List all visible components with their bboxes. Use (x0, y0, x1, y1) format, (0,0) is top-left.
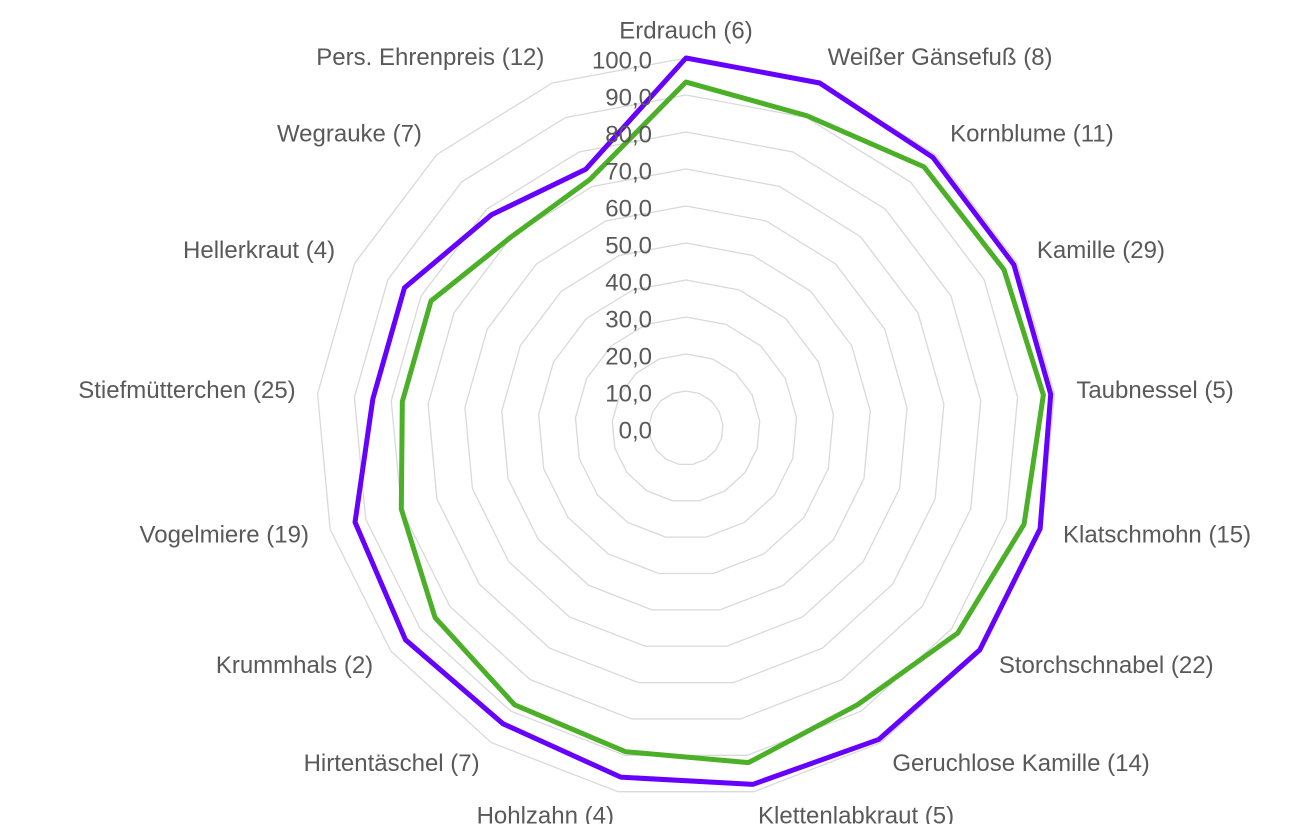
axis-tick-label: 10,0 (605, 380, 652, 407)
category-label: Pers. Ehrenpreis (12) (316, 44, 544, 71)
axis-tick-label: 90,0 (605, 84, 652, 111)
category-label: Hohlzahn (4) (477, 803, 614, 824)
series-line (352, 55, 1054, 787)
axis-tick-label: 100,0 (592, 47, 652, 74)
axis-tick-label: 30,0 (605, 306, 652, 333)
category-label: Klatschmohn (15) (1063, 522, 1251, 549)
category-label: Klettenlabkraut (5) (758, 803, 954, 824)
grid-ring (611, 353, 761, 502)
category-label: Geruchlose Kamille (14) (892, 750, 1149, 777)
category-label: Storchschnabel (22) (999, 652, 1214, 679)
grid-ring (390, 131, 982, 720)
category-label: Weißer Gänsefuß (8) (828, 44, 1053, 71)
category-label: Taubnessel (5) (1076, 377, 1233, 404)
category-label: Kamille (29) (1037, 237, 1165, 264)
axis-tick-label: 50,0 (605, 232, 652, 259)
category-label: Vogelmiere (19) (140, 522, 309, 549)
grid-ring (648, 390, 724, 466)
grid-ring (464, 205, 908, 647)
grid-ring (353, 94, 1019, 756)
grid-ring (501, 242, 871, 611)
category-label: Erdrauch (6) (619, 17, 752, 44)
axis-tick-label: 70,0 (605, 158, 652, 185)
grid-ring (574, 316, 798, 538)
category-label: Krummhals (2) (216, 652, 373, 679)
axis-tick-label: 0,0 (619, 417, 652, 444)
category-label: Wegrauke (7) (277, 121, 422, 148)
grid-ring (316, 57, 1056, 793)
category-label: Hellerkraut (4) (183, 237, 335, 264)
category-label: Stiefmütterchen (25) (78, 377, 295, 404)
axis-tick-label: 20,0 (605, 343, 652, 370)
grid-ring (537, 279, 835, 575)
grid-ring (427, 168, 945, 684)
category-label: Hirtentäschel (7) (304, 750, 480, 777)
axis-tick-label: 80,0 (605, 121, 652, 148)
series-line (398, 79, 1046, 766)
category-label: Kornblume (11) (950, 121, 1114, 148)
axis-tick-label: 40,0 (605, 269, 652, 296)
axis-tick-label: 60,0 (605, 195, 652, 222)
